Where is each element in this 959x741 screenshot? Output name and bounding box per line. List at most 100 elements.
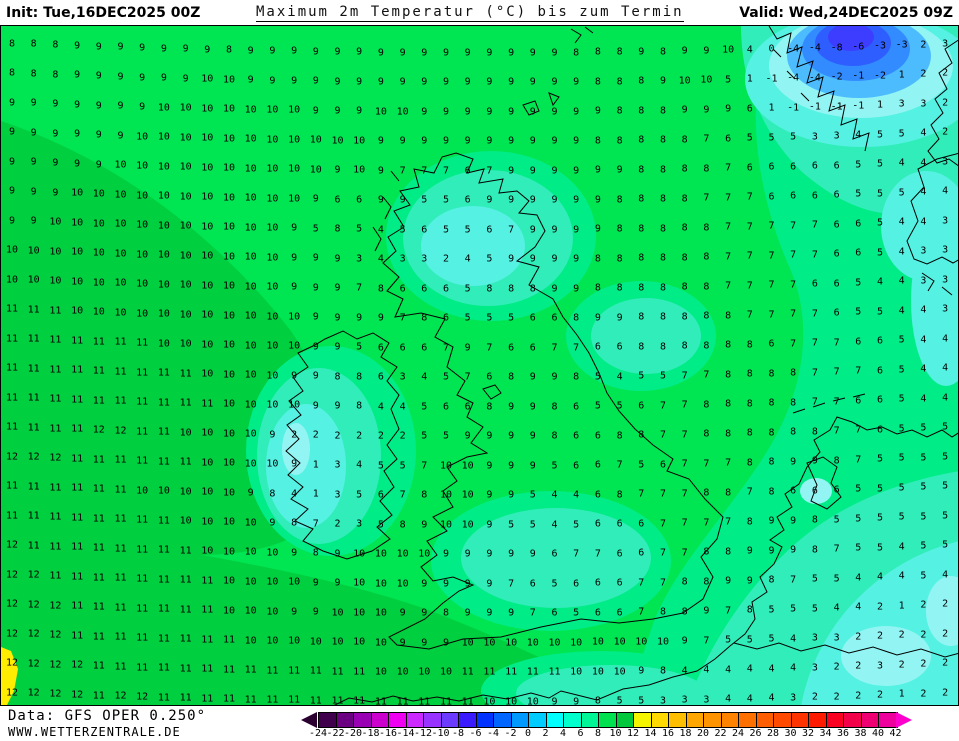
temp-value: 7 [659, 429, 667, 441]
temp-value: 6 [746, 103, 753, 115]
temp-value: 8 [659, 252, 667, 264]
temp-value: 9 [594, 223, 601, 235]
temp-value: 9 [291, 281, 298, 293]
temp-value: 11 [27, 363, 40, 375]
temp-value: 7 [356, 282, 363, 294]
temp-value: 10 [244, 458, 257, 470]
temp-value: 10 [201, 309, 214, 321]
temp-value: 10 [266, 193, 279, 205]
temp-value: 10 [71, 246, 84, 258]
temp-value: 9 [464, 342, 471, 354]
temp-value: 4 [746, 663, 753, 675]
temp-value: 5 [442, 430, 450, 442]
temp-value: 11 [92, 542, 105, 554]
temp-value: 6 [573, 401, 580, 413]
temp-value: 9 [551, 47, 558, 59]
colorbar-segment [511, 713, 529, 727]
temp-value: 6 [616, 341, 623, 353]
colorbar-tick-label: -10 [431, 728, 450, 739]
temp-value: 10 [461, 519, 474, 531]
temp-value: 10 [157, 102, 170, 114]
temp-value: 8 [356, 400, 363, 412]
temp-value: 8 [8, 67, 16, 79]
temp-value: 11 [49, 482, 62, 494]
temp-value: 7 [529, 607, 536, 619]
temp-value: 3 [421, 253, 428, 265]
temp-value: 3 [356, 253, 363, 265]
temp-value: 8 [594, 695, 601, 706]
temp-value: 10 [483, 696, 496, 706]
temp-value: 11 [244, 694, 257, 706]
temp-value: 10 [201, 339, 214, 351]
temp-value: 6 [594, 430, 601, 442]
temp-value: 11 [49, 305, 62, 317]
colorbar-segment [354, 713, 372, 727]
temp-value: 8 [356, 371, 363, 383]
temp-value: 5 [855, 159, 862, 171]
temp-value: 2 [920, 68, 927, 80]
temp-value: 4 [768, 663, 775, 675]
temp-value: 8 [725, 428, 732, 440]
temp-value: 6 [768, 161, 775, 173]
temp-value: 4 [920, 334, 927, 346]
temp-value: 5 [811, 603, 818, 615]
temp-value: 10 [461, 489, 474, 501]
temp-value: 10 [374, 106, 387, 118]
temp-value: 4 [920, 304, 927, 316]
temp-value: 6 [508, 342, 515, 354]
temp-value: 11 [114, 543, 127, 555]
temp-value: 4 [920, 363, 927, 375]
temp-value: 10 [71, 187, 84, 199]
coastline-ireland [285, 330, 400, 560]
temp-value: 8 [703, 281, 710, 293]
temp-value: 8 [681, 134, 688, 146]
temp-value: 2 [855, 660, 862, 672]
temp-value: 4 [421, 371, 428, 383]
temp-value: 10 [656, 636, 670, 648]
temp-value: 7 [616, 459, 623, 471]
temp-value: 9 [508, 460, 515, 472]
temp-value: 5 [876, 306, 884, 318]
temp-value: 10 [244, 399, 257, 411]
temp-value: 8 [594, 135, 601, 147]
temp-value: 7 [811, 396, 818, 408]
temp-value: 7 [464, 371, 471, 383]
temp-value: 9 [312, 282, 319, 294]
temp-value: 10 [222, 103, 236, 115]
temp-value: 9 [486, 430, 493, 442]
temp-value: 8 [659, 134, 667, 146]
temp-value: 11 [71, 364, 84, 376]
temp-value: 5 [464, 312, 471, 324]
data-source-label: Data: GFS OPER 0.250° [8, 708, 207, 724]
temp-value: 9 [334, 341, 341, 353]
temp-value: 2 [942, 67, 949, 79]
temp-value: 9 [594, 105, 601, 117]
temp-value: 6 [594, 489, 601, 501]
temp-value: 9 [269, 75, 276, 87]
temp-value: 6 [833, 484, 840, 496]
colorbar-segment [669, 713, 687, 727]
temp-value: 4 [855, 601, 862, 613]
temp-value: 9 [30, 156, 37, 168]
temp-value: 5 [811, 573, 818, 585]
temp-value: 4 [768, 692, 775, 704]
temp-value: 5 [855, 306, 862, 318]
temp-value: 12 [5, 539, 19, 551]
temp-value: 9 [703, 104, 710, 116]
colorbar-segment [791, 713, 809, 727]
temp-value: 7 [421, 165, 428, 177]
temp-value: 10 [222, 546, 236, 558]
temp-value: 5 [920, 452, 927, 464]
temp-value: 7 [790, 220, 797, 232]
temp-value: 8 [638, 429, 645, 441]
temp-value: 9 [8, 215, 16, 227]
temp-value: 7 [855, 365, 862, 377]
temp-value: 10 [92, 306, 105, 318]
temp-value: 8 [746, 516, 753, 528]
colorbar-tick-label: -12 [413, 728, 433, 739]
temp-value: 10 [201, 250, 214, 262]
temp-value: 2 [920, 688, 927, 700]
temp-value: 4 [356, 459, 363, 471]
temp-value: 8 [638, 311, 645, 323]
field-band-0-2-luxembourg [800, 478, 832, 504]
